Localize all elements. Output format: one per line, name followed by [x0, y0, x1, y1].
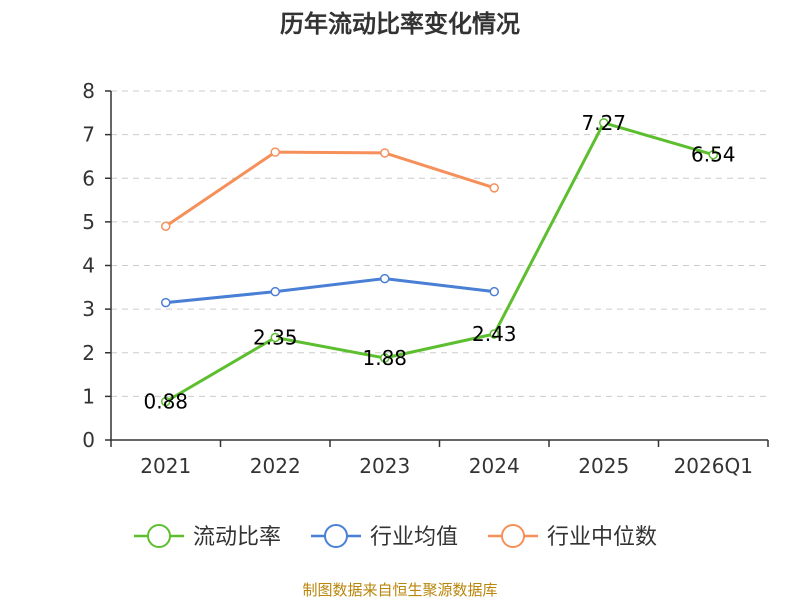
y-tick-label: 8: [82, 79, 95, 103]
data-label: 2.43: [472, 322, 517, 346]
y-tick-label: 5: [82, 210, 95, 234]
axes: 0 1 2 3 4 5 6 7 8 2021 2022 2023 2024 2025 2026Q1: [82, 79, 769, 478]
data-point: [708, 149, 718, 160]
series-line-1: [165, 277, 495, 305]
chart-title: 历年流动比率变化情况: [280, 10, 520, 38]
data-label: 6.54: [691, 143, 736, 167]
data-point: [380, 273, 390, 284]
y-tick-label: 2: [82, 341, 95, 365]
y-tick-label: 4: [82, 254, 95, 278]
x-tick-label: 2026Q1: [674, 454, 753, 478]
series-line-0: [164, 121, 714, 403]
data-point: [161, 396, 171, 407]
data-point: [270, 332, 280, 343]
legend-label: 行业均值: [370, 525, 458, 550]
data-label: 7.27: [581, 111, 626, 135]
data-label: 2.35: [253, 325, 298, 349]
data-point: [380, 148, 390, 158]
data-point: [489, 183, 499, 193]
x-tick-label: 2021: [140, 454, 191, 478]
y-tick-label: 3: [82, 297, 95, 321]
x-tick-label: 2022: [250, 454, 301, 478]
data-label: 0.88: [143, 390, 188, 414]
legend-item-2[interactable]: 行业中位数: [488, 524, 657, 550]
data-labels: 0.88 2.35 1.88 2.43 7.27 6.54: [143, 111, 735, 414]
data-point: [489, 329, 499, 339]
y-tick-label: 0: [82, 428, 95, 452]
series-line-2: [164, 150, 495, 228]
legend-item-0[interactable]: 流动比率: [134, 524, 281, 550]
x-tick-label: 2025: [578, 454, 629, 478]
x-tick-label: 2023: [359, 454, 410, 478]
data-point: [489, 286, 499, 297]
series-lines: [161, 118, 718, 407]
legend-marker: [324, 524, 348, 548]
data-label: 1.88: [362, 346, 407, 370]
y-tick-label: 1: [82, 384, 95, 408]
data-point: [599, 118, 609, 128]
grid-lines: [111, 90, 768, 397]
data-point: [380, 353, 390, 363]
data-point: [161, 221, 171, 231]
data-point: [161, 297, 171, 308]
data-point: [270, 147, 280, 157]
source-note: 制图数据来自恒生聚源数据库: [302, 581, 497, 599]
data-point: [270, 286, 280, 297]
x-tick-label: 2024: [469, 454, 520, 478]
legend[interactable]: 流动比率 行业均值 行业中位数: [134, 524, 657, 550]
legend-marker: [501, 524, 525, 548]
legend-label: 流动比率: [193, 525, 281, 550]
y-tick-label: 6: [82, 166, 95, 190]
y-tick-label: 7: [82, 123, 95, 147]
legend-item-1[interactable]: 行业均值: [311, 524, 458, 550]
legend-label: 行业中位数: [547, 525, 657, 550]
legend-marker: [147, 524, 171, 548]
